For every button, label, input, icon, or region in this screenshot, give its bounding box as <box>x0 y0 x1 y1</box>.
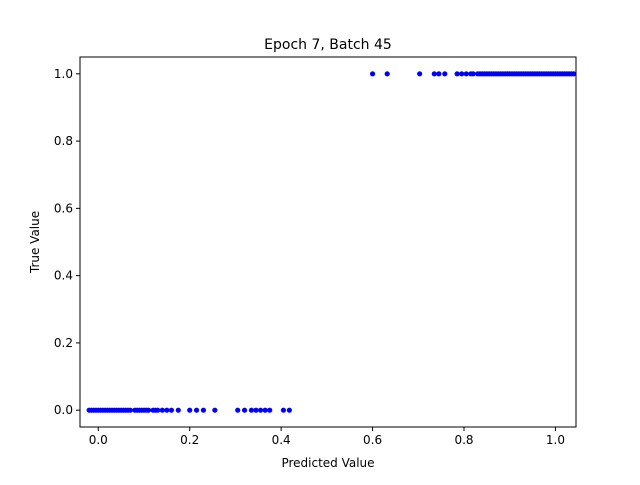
scatter-point <box>436 71 442 77</box>
scatter-point <box>212 407 218 413</box>
x-tick-label: 1.0 <box>546 433 565 447</box>
plot-frame <box>79 56 577 428</box>
scatter-point <box>369 71 376 77</box>
scatter-point <box>454 71 460 77</box>
scatter-point <box>470 71 476 77</box>
scatter-point <box>417 71 423 77</box>
x-axis-label: Predicted Value <box>281 456 374 470</box>
scatter-point <box>241 407 248 413</box>
scatter-point <box>187 407 193 413</box>
chart-title: Epoch 7, Batch 45 <box>264 37 392 53</box>
y-axis-label: True Value <box>28 211 42 274</box>
scatter-point <box>145 407 152 413</box>
points-layer <box>86 71 576 413</box>
y-tick-label: 0.4 <box>54 269 73 283</box>
x-tick-label: 0.6 <box>363 433 382 447</box>
scatter-point <box>463 71 469 77</box>
scatter-point <box>253 407 259 413</box>
scatter-point <box>459 71 465 77</box>
y-tick-label: 0.2 <box>54 336 73 350</box>
scatter-point <box>193 407 200 413</box>
scatter-point <box>384 71 390 77</box>
x-tick-label: 0.4 <box>272 433 291 447</box>
scatter-point <box>164 407 170 413</box>
scatter-point <box>280 407 287 413</box>
scatter-point <box>257 407 264 413</box>
x-axis: 0.0 0.2 0.4 0.6 0.8 1.0 <box>89 427 565 447</box>
y-axis: 0.0 0.2 0.4 0.6 0.8 1.0 <box>54 67 80 417</box>
y-tick-label: 0.0 <box>54 403 73 417</box>
scatter-point <box>248 407 255 413</box>
scatter-point <box>267 407 273 413</box>
scatter-point <box>442 71 448 77</box>
y-tick-label: 1.0 <box>54 67 73 81</box>
y-tick-label: 0.6 <box>54 201 73 215</box>
x-tick-label: 0.0 <box>89 433 108 447</box>
scatter-point <box>168 407 175 413</box>
scatter-point <box>571 71 576 77</box>
scatter-point <box>155 407 161 413</box>
scatter-point <box>200 407 207 413</box>
x-tick-label: 0.2 <box>180 433 199 447</box>
scatter-point <box>286 407 292 413</box>
scatter-point <box>175 407 181 413</box>
x-tick-label: 0.8 <box>454 433 473 447</box>
scatter-point <box>127 407 133 413</box>
scatter-point <box>159 407 165 413</box>
scatter-point <box>235 407 241 413</box>
scatter-point <box>431 71 437 77</box>
scatter-point <box>262 407 268 413</box>
y-tick-label: 0.8 <box>54 134 73 148</box>
